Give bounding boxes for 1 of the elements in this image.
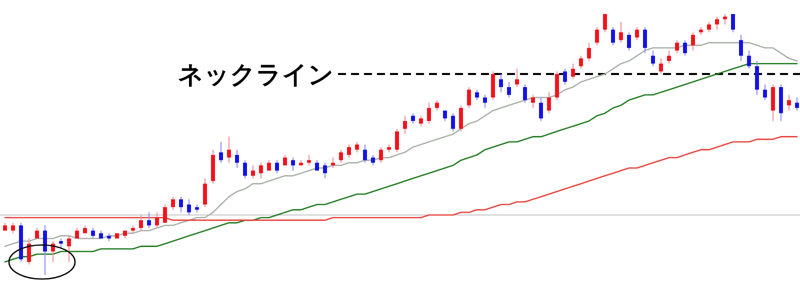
ref-line-label: ネックライン xyxy=(178,60,334,90)
